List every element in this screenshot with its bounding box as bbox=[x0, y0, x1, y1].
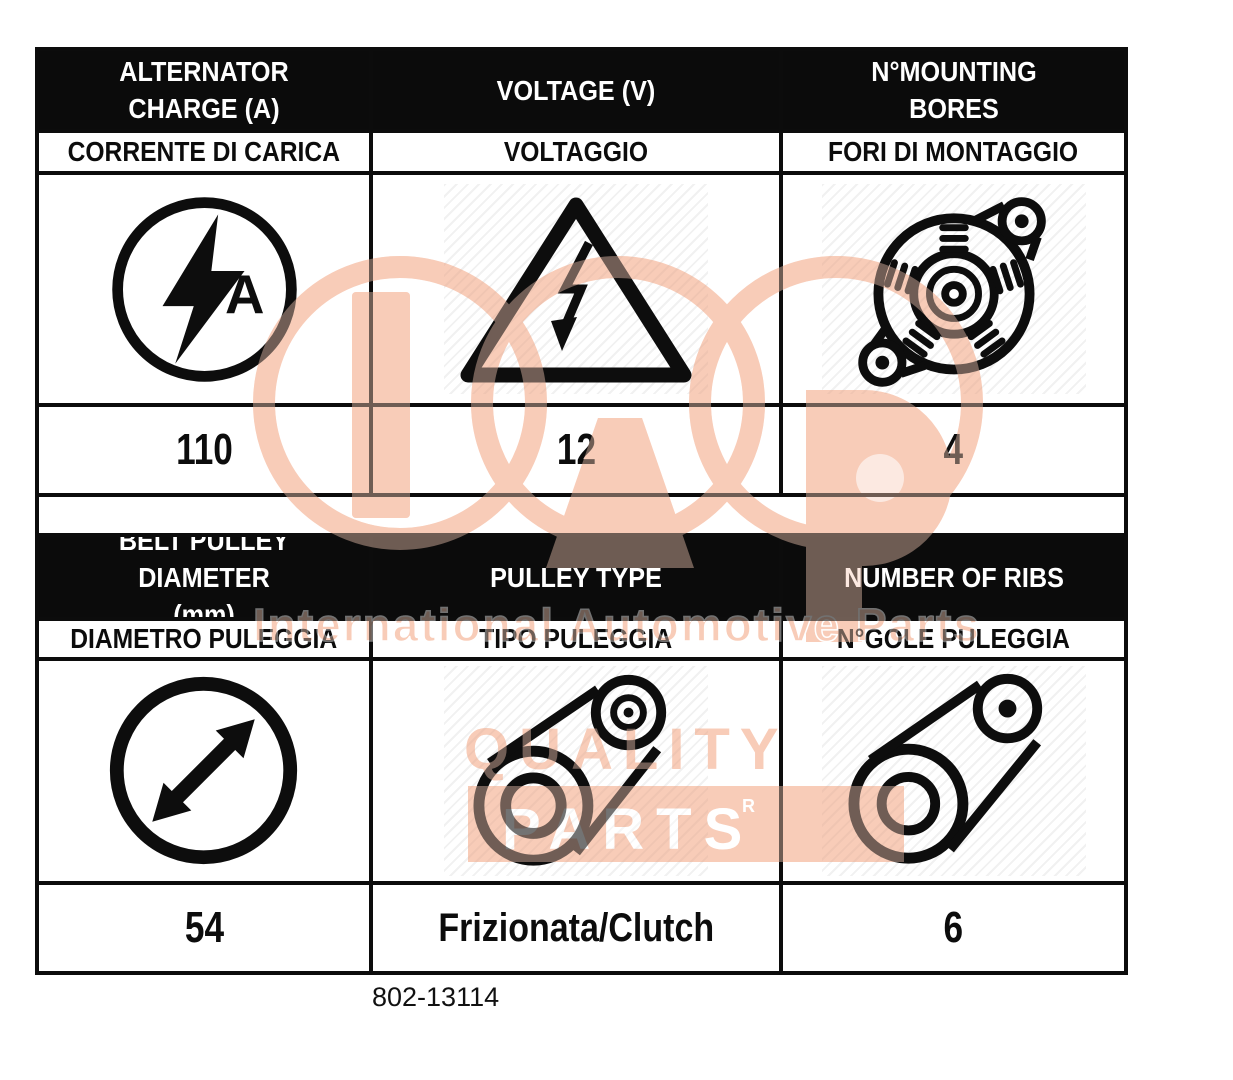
value-cell-mounting-bores: 4 bbox=[783, 407, 1124, 493]
icon-cell-mounting-bores bbox=[783, 175, 1124, 407]
subheader-cell-tipo-puleggia: TIPO PULEGGIA bbox=[373, 621, 783, 661]
value-cell-ribs: 6 bbox=[783, 885, 1124, 971]
table-separator bbox=[35, 497, 1128, 533]
subheader-label: N°GOLE PULEGGIA bbox=[836, 623, 1071, 654]
icon-cell-diameter bbox=[39, 661, 373, 885]
subheader-cell-gole-puleggia: N°GOLE PULEGGIA bbox=[783, 621, 1124, 661]
subheader-cell-voltaggio: VOLTAGGIO bbox=[373, 133, 783, 175]
value-cell-pulley-type: Frizionata/Clutch bbox=[373, 885, 783, 971]
ribbed-pulley-icon bbox=[848, 673, 1043, 864]
header-label: NUMBER OF RIBS bbox=[843, 561, 1064, 593]
subheader-cell-fori: FORI DI MONTAGGIO bbox=[783, 133, 1124, 175]
high-voltage-icon bbox=[460, 197, 692, 383]
header-cell-pulley-type: PULLEY TYPE bbox=[373, 537, 783, 621]
subheader-label: CORRENTE DI CARICA bbox=[67, 136, 341, 167]
value-text: Frizionata/Clutch bbox=[438, 905, 714, 950]
subheader-label: VOLTAGGIO bbox=[503, 136, 649, 167]
value-cell-diameter: 54 bbox=[39, 885, 373, 971]
subheader-label: DIAMETRO PULEGGIA bbox=[70, 623, 338, 654]
ampere-letter: A bbox=[225, 263, 264, 324]
alternator-charge-icon: A bbox=[111, 196, 297, 382]
spec-tables: ALTERNATOR CHARGE (A) VOLTAGE (V) N°MOUN… bbox=[35, 47, 1128, 975]
value-text: 54 bbox=[184, 903, 224, 952]
mounting-bores-icon bbox=[857, 197, 1046, 387]
part-number: 802-13114 bbox=[372, 982, 500, 1012]
subheader-cell-diametro: DIAMETRO PULEGGIA bbox=[39, 621, 373, 661]
value-text: 12 bbox=[556, 425, 596, 474]
header-cell-pulley-diameter: BELT PULLEY DIAMETER (mm) bbox=[39, 537, 373, 621]
header-cell-mounting-bores: N°MOUNTING BORES bbox=[783, 51, 1124, 133]
value-cell-voltage: 12 bbox=[373, 407, 783, 493]
value-cell-charge: 110 bbox=[39, 407, 373, 493]
icon-cell-ribs bbox=[783, 661, 1124, 885]
clutch-pulley-icon bbox=[472, 674, 666, 866]
value-text: 6 bbox=[943, 903, 964, 952]
value-text: 4 bbox=[943, 425, 964, 474]
header-label: N°MOUNTING BORES bbox=[870, 56, 1037, 124]
subheader-label: FORI DI MONTAGGIO bbox=[828, 136, 1079, 167]
subheader-cell-corrente: CORRENTE DI CARICA bbox=[39, 133, 373, 175]
header-cell-alternator-charge: ALTERNATOR CHARGE (A) bbox=[39, 51, 373, 133]
header-label: BELT PULLEY DIAMETER (mm) bbox=[118, 537, 290, 621]
header-label: VOLTAGE (V) bbox=[496, 74, 656, 106]
header-label: ALTERNATOR CHARGE (A) bbox=[119, 56, 289, 124]
pulley-spec-table: BELT PULLEY DIAMETER (mm) PULLEY TYPE NU… bbox=[35, 533, 1128, 975]
icon-cell-voltage bbox=[373, 175, 783, 407]
header-cell-number-of-ribs: NUMBER OF RIBS bbox=[783, 537, 1124, 621]
icon-cell-charge: A bbox=[39, 175, 373, 407]
header-cell-voltage: VOLTAGE (V) bbox=[373, 51, 783, 133]
value-text: 110 bbox=[175, 425, 233, 474]
electrical-spec-table: ALTERNATOR CHARGE (A) VOLTAGE (V) N°MOUN… bbox=[35, 47, 1128, 497]
icon-cell-pulley-type bbox=[373, 661, 783, 885]
header-label: PULLEY TYPE bbox=[490, 561, 662, 593]
belt-pulley-diameter-icon bbox=[109, 676, 298, 865]
subheader-label: TIPO PULEGGIA bbox=[479, 623, 673, 654]
